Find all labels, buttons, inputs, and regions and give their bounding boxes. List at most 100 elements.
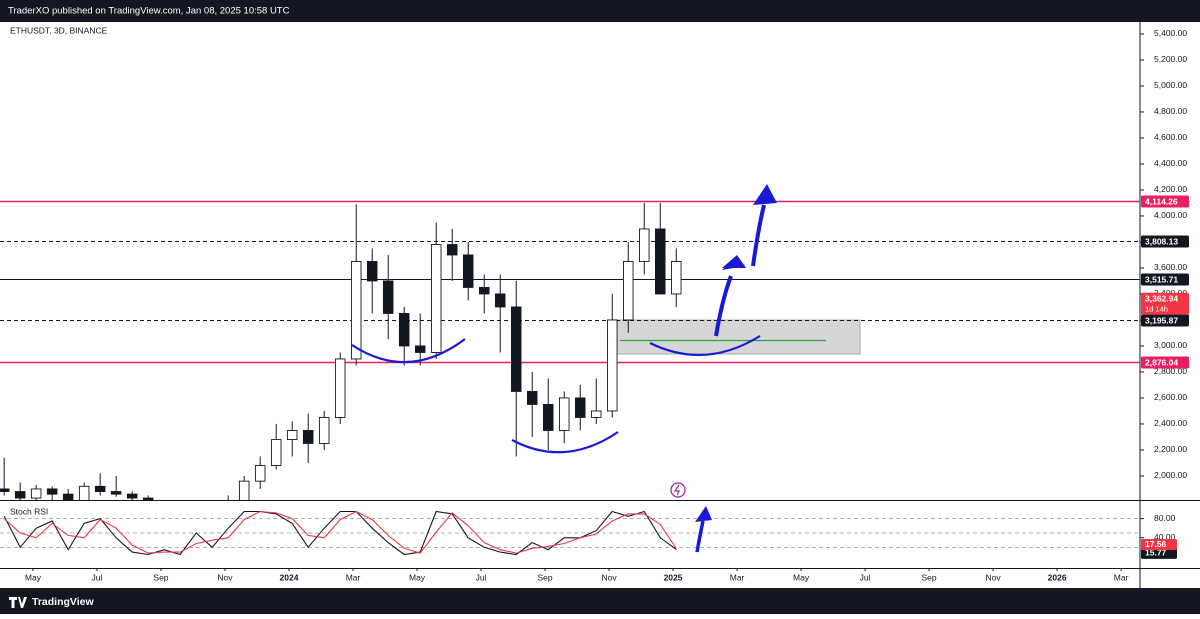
brand-link[interactable]: TradingView bbox=[9, 596, 94, 608]
y-tick-label: 4,200.00 bbox=[1154, 184, 1187, 194]
x-tick-label: Nov bbox=[217, 572, 233, 582]
candle-body bbox=[30, 488, 42, 499]
arrow-shaft bbox=[695, 520, 705, 553]
rsi-pane bbox=[0, 510, 1140, 556]
candle-body bbox=[638, 228, 650, 262]
last-price-box bbox=[1141, 292, 1189, 315]
candle-body bbox=[302, 430, 314, 444]
level-label: 4,114.26 bbox=[1145, 196, 1178, 206]
x-tick-label: May bbox=[409, 572, 426, 582]
arrow-shaft bbox=[751, 204, 766, 267]
candle-body bbox=[142, 497, 154, 500]
candle-body bbox=[671, 261, 682, 295]
candle-body bbox=[574, 397, 586, 418]
x-tick-label: Sep bbox=[537, 572, 552, 582]
candle-body bbox=[382, 280, 394, 314]
arrow-shaft bbox=[714, 275, 733, 337]
x-tick-label: 2024 bbox=[280, 572, 299, 582]
x-tick-label: Nov bbox=[986, 572, 1002, 582]
x-tick-label: Jul bbox=[476, 572, 487, 582]
last-value-box bbox=[1141, 539, 1177, 551]
event-circle[interactable] bbox=[670, 482, 686, 498]
level-label: 3,195.87 bbox=[1145, 315, 1178, 325]
x-tick-label: Nov bbox=[601, 572, 617, 582]
countdown-label: 1d 14h bbox=[1145, 304, 1168, 313]
candle-body bbox=[494, 293, 506, 308]
level-label: 2,876.04 bbox=[1145, 357, 1178, 367]
price-pane bbox=[0, 200, 1140, 500]
arrow-head bbox=[695, 506, 712, 522]
y-tick-label: 4,600.00 bbox=[1154, 132, 1187, 142]
candle-body bbox=[14, 491, 26, 499]
candle-body bbox=[430, 244, 442, 353]
x-tick-label: Sep bbox=[153, 572, 168, 582]
candle-body bbox=[254, 465, 266, 482]
level-label: 3,808.13 bbox=[1145, 236, 1178, 246]
stoch-line bbox=[3, 510, 677, 554]
y-tick-label: 5,000.00 bbox=[1154, 80, 1187, 90]
arc bbox=[649, 335, 761, 357]
y-tick-label: 2,000.00 bbox=[1154, 470, 1187, 480]
level-label-box bbox=[1141, 195, 1189, 208]
candle-body bbox=[350, 261, 362, 360]
y-tick-label: 2,200.00 bbox=[1154, 444, 1187, 454]
y-tick-label: 3,000.00 bbox=[1154, 340, 1187, 350]
x-tick-label: Sep bbox=[922, 572, 937, 582]
candle-body bbox=[510, 306, 522, 392]
arrow-head bbox=[753, 184, 777, 205]
candle-body bbox=[110, 491, 122, 495]
candle-body bbox=[558, 397, 570, 431]
candle-body bbox=[414, 345, 426, 353]
x-tick-label: Mar bbox=[730, 572, 745, 582]
brand-name[interactable]: TradingView bbox=[32, 596, 94, 608]
x-tick-label: Mar bbox=[1114, 572, 1129, 582]
header-text: TraderXO published on TradingView.com, J… bbox=[8, 6, 290, 17]
candle-body bbox=[590, 410, 602, 418]
candle-body bbox=[526, 391, 538, 405]
y-tick-label: 4,000.00 bbox=[1154, 210, 1187, 220]
arc bbox=[351, 338, 466, 364]
event-icon[interactable] bbox=[670, 482, 686, 498]
candle-body bbox=[126, 493, 138, 499]
level-label-box bbox=[1141, 235, 1189, 248]
candle-body bbox=[655, 228, 666, 295]
candle-body bbox=[286, 430, 298, 441]
x-tick-label: Jul bbox=[860, 572, 871, 582]
y-tick-label: 4,400.00 bbox=[1154, 158, 1187, 168]
level-label-box bbox=[1141, 314, 1189, 327]
y-tick-label: 3,600.00 bbox=[1154, 262, 1187, 272]
last-value-label: 15.77 bbox=[1145, 548, 1167, 558]
last-value-label: 17.56 bbox=[1145, 539, 1167, 549]
symbol-title: ETHUSDT, 3D, BINANCE bbox=[10, 25, 108, 35]
candle-body bbox=[94, 485, 106, 493]
candle-body bbox=[462, 254, 474, 288]
stoch-line bbox=[3, 510, 677, 556]
candle-body bbox=[270, 439, 282, 467]
axes: 2,000.00 2,200.00 2,400.00 2,600.00 2,800.00… bbox=[25, 28, 1189, 582]
x-tick-label: 2025 bbox=[664, 572, 683, 582]
candle-body bbox=[606, 319, 618, 412]
brand-logo bbox=[9, 597, 27, 608]
y-tick-label: 4,800.00 bbox=[1154, 106, 1187, 116]
level-label: 3,515.71 bbox=[1145, 274, 1178, 284]
y-tick-label: 2,600.00 bbox=[1154, 392, 1187, 402]
indicator-title: Stoch RSI bbox=[10, 506, 48, 516]
candle-body bbox=[446, 244, 458, 256]
header-bar bbox=[0, 0, 1200, 22]
last-price-label: 3,362.94 bbox=[1145, 294, 1178, 304]
arc bbox=[511, 431, 619, 454]
y-tick-label: 5,400.00 bbox=[1154, 28, 1187, 38]
arrow-head bbox=[722, 255, 746, 268]
x-tick-label: May bbox=[793, 572, 810, 582]
candle-body bbox=[366, 261, 378, 282]
event-bolt bbox=[673, 484, 680, 496]
x-tick-label: 2026 bbox=[1048, 572, 1067, 582]
y-tick-label: 5,200.00 bbox=[1154, 54, 1187, 64]
footer-bar bbox=[0, 588, 1200, 614]
annotations bbox=[351, 335, 761, 454]
last-value-box bbox=[1141, 547, 1177, 559]
candle-body bbox=[0, 488, 10, 493]
x-tick-label: Mar bbox=[346, 572, 361, 582]
candle-body bbox=[478, 287, 490, 295]
